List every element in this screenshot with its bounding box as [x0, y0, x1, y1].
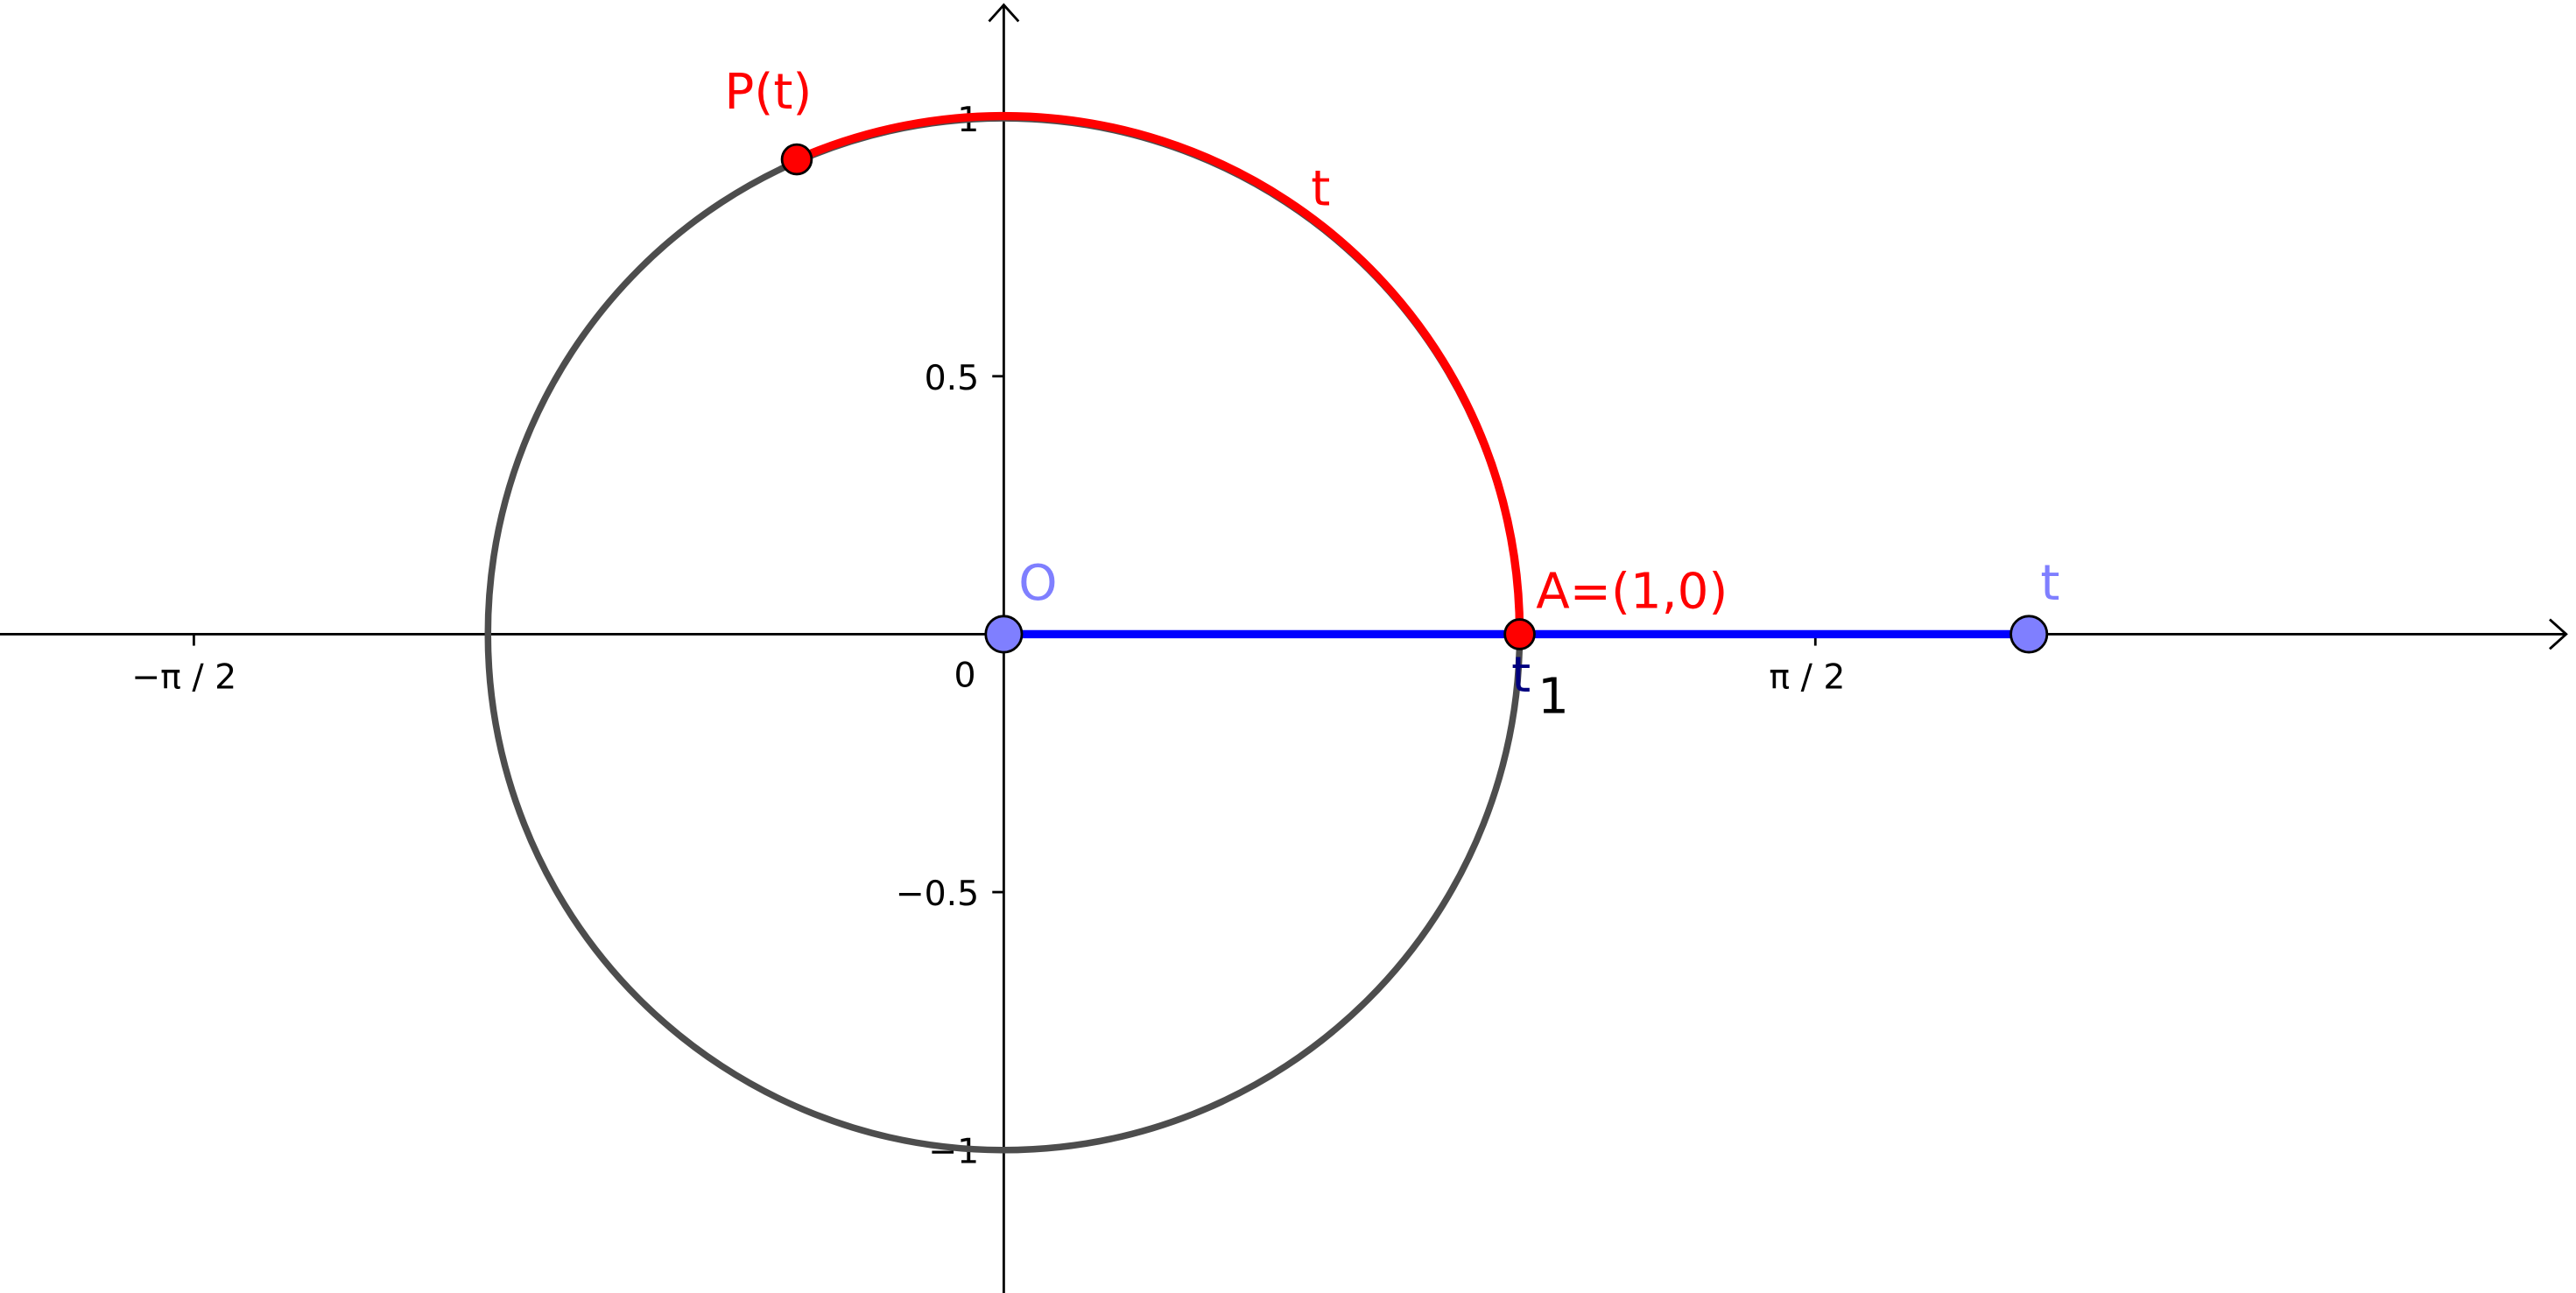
y-tick-label: −0.5 — [896, 874, 980, 914]
label-p: P(t) — [724, 64, 812, 121]
label-end: t — [2040, 555, 2059, 612]
x-tick-label: −π / 2 — [131, 657, 236, 697]
point-o[interactable] — [984, 615, 1024, 654]
label-foot: t — [1511, 647, 1531, 704]
point-end[interactable] — [2009, 615, 2049, 654]
point-p[interactable] — [780, 143, 813, 176]
x-tick-label: 1 — [1538, 669, 1569, 726]
label-a: A=(1,0) — [1536, 563, 1728, 620]
origin-label: 0 — [954, 655, 975, 695]
y-tick-label: 0.5 — [925, 358, 980, 398]
x-tick-label: π / 2 — [1769, 657, 1845, 697]
x-arrow — [2549, 618, 2568, 650]
label-arc: t — [1311, 161, 1330, 218]
point-a[interactable] — [1503, 618, 1536, 650]
arc-t — [795, 111, 1524, 635]
label-o: O — [1018, 555, 1057, 612]
y-arrow — [988, 3, 1020, 23]
